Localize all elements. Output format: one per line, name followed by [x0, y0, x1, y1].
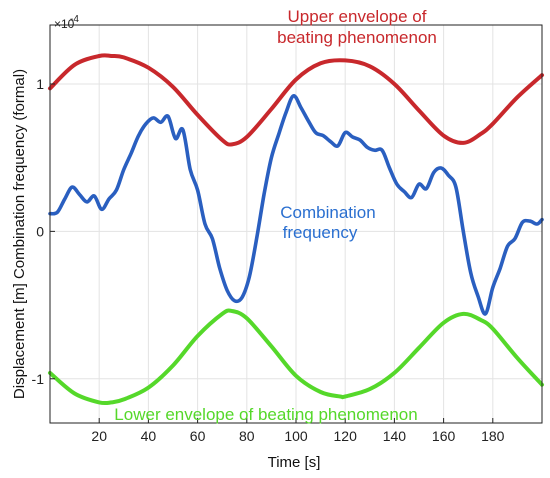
y-exponent-label: ×10 [54, 17, 75, 31]
y-tick-label: 0 [36, 223, 44, 239]
x-tick-label: 160 [432, 428, 456, 444]
combination-frequency-line [48, 94, 544, 316]
x-tick-label: 180 [481, 428, 505, 444]
x-tick-label: 100 [284, 428, 308, 444]
annotation-combination-line1: Combination [280, 203, 375, 222]
series-layer [48, 53, 544, 406]
y-tick-label: -1 [32, 371, 45, 387]
annotation-upper-envelope-line2: beating phenomenon [277, 28, 437, 47]
axis-ticks: 20 40 60 80 100 120 140 160 180 -1 0 1 [32, 76, 505, 444]
annotation-upper-envelope-line1: Upper envelope of [288, 7, 427, 26]
x-tick-label: 40 [141, 428, 157, 444]
x-axis-label: Time [s] [268, 454, 321, 471]
y-tick-label: 1 [36, 76, 44, 92]
x-tick-label: 20 [91, 428, 107, 444]
upper-envelope-line [48, 53, 544, 147]
annotation-lower-envelope: Lower envelope of beating phenomenon [114, 405, 417, 424]
lower-envelope-line [48, 308, 544, 406]
annotation-combination-line2: frequency [283, 223, 358, 242]
y-axis-label: Displacement [m] Combination frequency (… [11, 69, 28, 399]
grid-lines [50, 25, 542, 423]
x-tick-label: 140 [383, 428, 407, 444]
x-tick-label: 120 [334, 428, 358, 444]
x-tick-label: 60 [190, 428, 206, 444]
y-exponent-power: -4 [70, 14, 79, 25]
x-tick-label: 80 [239, 428, 255, 444]
